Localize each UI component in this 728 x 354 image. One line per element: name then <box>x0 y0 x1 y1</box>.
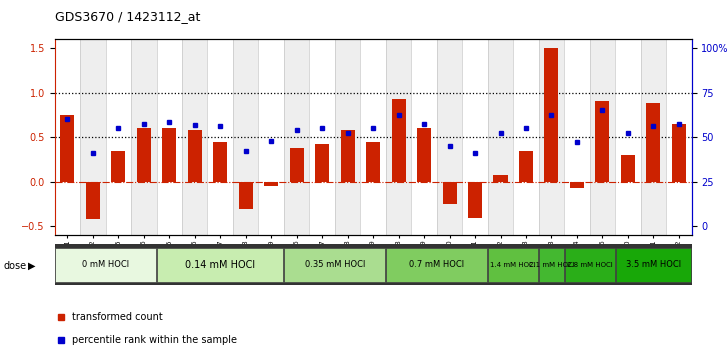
Bar <box>462 39 488 235</box>
Bar <box>162 128 176 182</box>
Bar <box>131 39 157 235</box>
Text: 0.35 mM HOCl: 0.35 mM HOCl <box>305 260 365 269</box>
Bar <box>570 182 584 188</box>
Bar <box>519 150 533 182</box>
Text: dose: dose <box>4 261 27 271</box>
Bar <box>55 39 80 235</box>
Text: 0 mM HOCl: 0 mM HOCl <box>82 260 129 269</box>
Text: 3.5 mM HOCl: 3.5 mM HOCl <box>626 260 681 269</box>
Bar <box>494 175 507 182</box>
Bar <box>545 48 558 182</box>
Bar <box>417 128 431 182</box>
Bar <box>387 247 487 282</box>
Bar <box>539 247 563 282</box>
Bar <box>315 144 329 182</box>
Bar <box>284 39 309 235</box>
Bar <box>488 247 538 282</box>
Bar <box>285 247 385 282</box>
Bar <box>290 148 304 182</box>
Bar <box>137 128 151 182</box>
Text: percentile rank within the sample: percentile rank within the sample <box>73 335 237 346</box>
Bar <box>309 39 335 235</box>
Bar <box>360 39 386 235</box>
Bar <box>513 39 539 235</box>
Bar <box>207 39 233 235</box>
Bar <box>468 182 482 218</box>
Bar <box>392 99 405 182</box>
Bar <box>157 247 283 282</box>
Bar <box>106 39 131 235</box>
Bar <box>182 39 207 235</box>
Bar <box>157 39 182 235</box>
Bar <box>341 130 355 182</box>
Text: transformed count: transformed count <box>73 312 163 322</box>
Bar <box>672 124 686 182</box>
Text: ▶: ▶ <box>28 261 35 271</box>
Bar <box>213 142 227 182</box>
Bar <box>366 142 380 182</box>
Bar <box>539 39 564 235</box>
Text: 2.1 mM HOCl: 2.1 mM HOCl <box>529 262 574 268</box>
Bar <box>621 155 635 182</box>
Bar <box>646 103 660 182</box>
Text: GDS3670 / 1423112_at: GDS3670 / 1423112_at <box>55 10 200 23</box>
Bar <box>411 39 437 235</box>
Text: 2.8 mM HOCl: 2.8 mM HOCl <box>567 262 612 268</box>
Text: 1.4 mM HOCl: 1.4 mM HOCl <box>491 262 536 268</box>
Bar <box>443 182 456 204</box>
Bar <box>590 39 615 235</box>
Bar <box>188 130 202 182</box>
Bar <box>86 182 100 219</box>
Bar <box>55 247 156 282</box>
Bar <box>565 247 614 282</box>
Bar <box>60 115 74 182</box>
Bar <box>233 39 258 235</box>
Bar <box>386 39 411 235</box>
Bar <box>641 39 666 235</box>
Bar <box>264 182 278 186</box>
Bar <box>488 39 513 235</box>
Bar <box>616 247 691 282</box>
Bar <box>666 39 692 235</box>
Bar <box>615 39 641 235</box>
Bar <box>437 39 462 235</box>
Text: 0.7 mM HOCl: 0.7 mM HOCl <box>409 260 464 269</box>
Bar <box>111 150 125 182</box>
Bar <box>80 39 106 235</box>
Bar <box>258 39 284 235</box>
Text: 0.14 mM HOCl: 0.14 mM HOCl <box>185 259 256 270</box>
Bar <box>239 182 253 209</box>
Bar <box>564 39 590 235</box>
Bar <box>596 102 609 182</box>
Bar <box>335 39 360 235</box>
